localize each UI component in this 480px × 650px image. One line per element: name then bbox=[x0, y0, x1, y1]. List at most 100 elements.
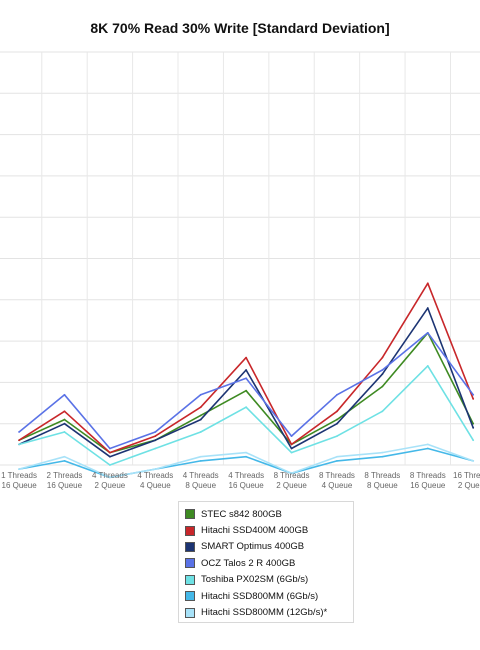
legend-item: Toshiba PX02SM (6Gb/s) bbox=[185, 572, 347, 588]
x-tick-label: 8 Threads 16 Queue bbox=[410, 471, 446, 490]
data-point bbox=[381, 356, 384, 359]
data-point bbox=[381, 385, 384, 388]
data-point bbox=[199, 431, 202, 433]
data-point bbox=[245, 455, 248, 458]
data-point bbox=[63, 455, 66, 458]
data-point bbox=[199, 393, 202, 396]
data-point bbox=[336, 435, 338, 437]
data-point bbox=[336, 422, 338, 425]
data-point bbox=[199, 406, 202, 409]
data-point bbox=[108, 464, 111, 466]
grid bbox=[0, 51, 480, 466]
data-point bbox=[472, 459, 475, 462]
data-point bbox=[63, 393, 66, 396]
data-point bbox=[199, 418, 202, 421]
legend-item: SMART Optimus 400GB bbox=[185, 539, 347, 555]
data-point bbox=[426, 282, 429, 285]
legend-item: OCZ Talos 2 R 400GB bbox=[185, 555, 347, 571]
data-point bbox=[426, 307, 429, 309]
data-point bbox=[381, 373, 384, 376]
data-point bbox=[245, 369, 248, 371]
legend-label: SMART Optimus 400GB bbox=[201, 541, 305, 553]
data-point bbox=[154, 447, 157, 450]
data-point bbox=[63, 431, 66, 433]
data-point bbox=[336, 418, 338, 421]
data-point bbox=[290, 443, 293, 446]
legend-swatch bbox=[185, 558, 195, 569]
data-point bbox=[245, 406, 248, 409]
data-point bbox=[18, 439, 20, 442]
data-point bbox=[290, 472, 293, 475]
series-lines bbox=[18, 282, 475, 479]
data-point bbox=[336, 459, 338, 462]
data-point bbox=[245, 377, 248, 380]
data-point bbox=[290, 447, 293, 450]
x-tick-label: 4 Threads 4 Queue bbox=[137, 471, 173, 490]
data-point bbox=[154, 439, 157, 442]
legend-label: Hitachi SSD800MM (6Gb/s) bbox=[201, 590, 319, 602]
data-point bbox=[18, 468, 20, 471]
data-point bbox=[199, 414, 202, 417]
legend: STEC s842 800GB Hitachi SSD400M 400GB SMAR… bbox=[178, 501, 354, 623]
x-tick-label: 8 Threads 8 Queue bbox=[364, 471, 400, 490]
data-point bbox=[472, 426, 475, 429]
data-point bbox=[336, 455, 338, 458]
legend-swatch bbox=[185, 607, 195, 618]
data-point bbox=[426, 331, 429, 334]
x-tick-label: 8 Threads 2 Queue bbox=[274, 471, 310, 490]
x-tick-label: 4 Threads 16 Queue bbox=[228, 471, 264, 490]
data-point bbox=[381, 455, 384, 458]
legend-label: Toshiba PX02SM (6Gb/s) bbox=[201, 574, 309, 586]
legend-swatch bbox=[185, 574, 195, 585]
data-point bbox=[245, 389, 248, 392]
data-point bbox=[108, 455, 111, 458]
data-point bbox=[336, 393, 338, 396]
legend-label: Hitachi SSD400M 400GB bbox=[201, 525, 309, 537]
legend-item: Hitachi SSD400M 400GB bbox=[185, 522, 347, 538]
data-point bbox=[426, 364, 429, 367]
data-point bbox=[426, 447, 429, 450]
data-point bbox=[154, 431, 157, 433]
data-point bbox=[18, 443, 20, 446]
data-point bbox=[426, 443, 429, 446]
data-point bbox=[381, 410, 384, 413]
legend-item: Hitachi SSD800MM (12Gb/s)* bbox=[185, 604, 347, 620]
legend-swatch bbox=[185, 541, 195, 552]
x-tick-label: 8 Threads 4 Queue bbox=[319, 471, 355, 490]
data-point bbox=[472, 439, 475, 442]
legend-swatch bbox=[185, 525, 195, 536]
data-point bbox=[63, 459, 66, 462]
data-point bbox=[63, 422, 66, 425]
data-point bbox=[336, 410, 338, 413]
data-point bbox=[63, 410, 66, 413]
x-axis-ticks: 1 Threads 16 Queue 2 Threads 16 Queue 4 Thre… bbox=[1, 471, 480, 490]
data-point bbox=[199, 455, 202, 458]
data-point bbox=[290, 451, 293, 454]
x-tick-label: 2 Threads 16 Queue bbox=[47, 471, 83, 490]
data-point bbox=[154, 435, 157, 437]
x-tick-label: 1 Threads 16 Queue bbox=[1, 471, 37, 490]
legend-swatch bbox=[185, 591, 195, 602]
legend-item: Hitachi SSD800MM (6Gb/s) bbox=[185, 588, 347, 604]
legend-item: STEC s842 800GB bbox=[185, 506, 347, 522]
data-point bbox=[18, 431, 20, 433]
legend-label: OCZ Talos 2 R 400GB bbox=[201, 557, 296, 569]
data-point bbox=[381, 451, 384, 454]
data-point bbox=[472, 393, 475, 396]
data-point bbox=[108, 476, 111, 479]
chart-title: 8K 70% Read 30% Write [Standard Deviatio… bbox=[90, 20, 390, 36]
data-point bbox=[472, 422, 475, 425]
data-point bbox=[381, 369, 384, 371]
legend-label: Hitachi SSD800MM (12Gb/s)* bbox=[201, 607, 328, 619]
data-point bbox=[63, 418, 66, 421]
x-tick-label: 4 Threads 8 Queue bbox=[183, 471, 219, 490]
data-point bbox=[108, 447, 111, 450]
legend-label: STEC s842 800GB bbox=[201, 508, 282, 520]
legend-swatch bbox=[185, 509, 195, 520]
data-point bbox=[245, 451, 248, 454]
data-point bbox=[290, 435, 293, 437]
data-point bbox=[108, 451, 111, 454]
data-point bbox=[472, 398, 475, 400]
